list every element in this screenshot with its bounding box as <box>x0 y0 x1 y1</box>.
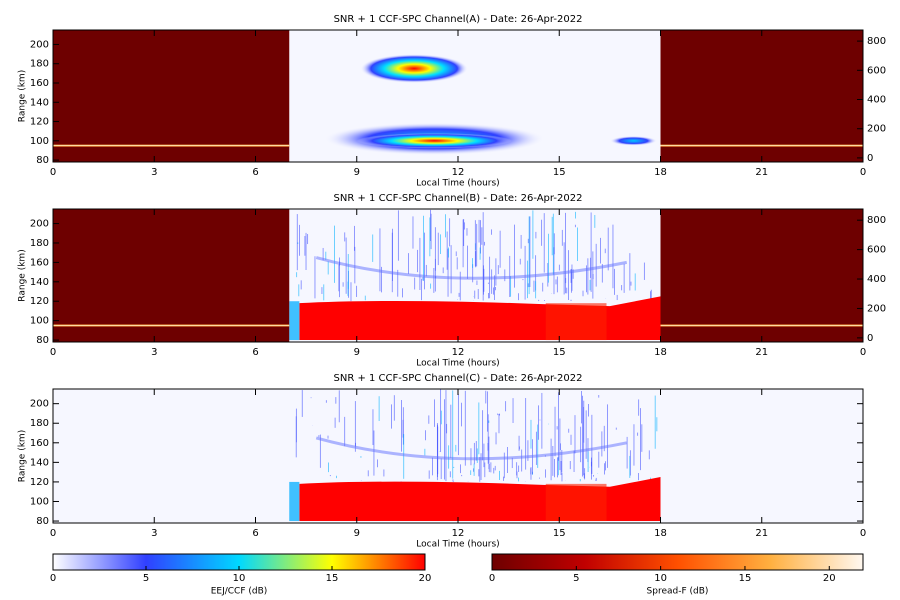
x-tick-label: 12 <box>452 167 465 178</box>
y2-tick-label: 400 <box>867 95 886 106</box>
x-tick-label: 6 <box>252 167 258 178</box>
x-tick-label: 0 <box>860 167 866 178</box>
y-tick-label: 80 <box>36 516 49 527</box>
colorbar-tick-label: 0 <box>50 573 56 584</box>
y2-tick-label: 800 <box>867 36 886 47</box>
x-tick-label: 12 <box>452 347 465 358</box>
colorbar-tick-label: 15 <box>326 573 339 584</box>
x-axis-label: Local Time (hours) <box>416 359 499 369</box>
echo <box>545 483 607 522</box>
y-tick-label: 140 <box>30 457 49 468</box>
colorbar-tick-label: 20 <box>823 573 836 584</box>
x-tick-label: 15 <box>553 528 566 539</box>
x-tick-label: 6 <box>252 347 258 358</box>
echo <box>315 256 628 280</box>
x-tick-label: 21 <box>755 347 768 358</box>
panel-title: SNR + 1 CCF-SPC Channel(A) - Date: 26-Ap… <box>334 14 583 25</box>
y-tick-label: 140 <box>30 277 49 288</box>
x-tick-label: 9 <box>354 528 360 539</box>
y-tick-label: 180 <box>30 418 49 429</box>
y-tick-label: 100 <box>30 316 49 327</box>
night <box>660 30 863 162</box>
y-tick-label: 100 <box>30 136 49 147</box>
colorbar-label: EEJ/CCF (dB) <box>211 587 268 597</box>
panel-title: SNR + 1 CCF-SPC Channel(C) - Date: 26-Ap… <box>333 373 582 384</box>
x-tick-label: 15 <box>553 347 566 358</box>
y-axis-label: Range (km) <box>18 249 28 301</box>
colorbar-tick-label: 10 <box>654 573 667 584</box>
colorbar-tick-label: 5 <box>143 573 149 584</box>
y-tick-label: 160 <box>30 78 49 89</box>
y-tick-label: 200 <box>30 39 49 50</box>
x-tick-label: 0 <box>860 347 866 358</box>
x-tick-label: 18 <box>654 347 667 358</box>
x-tick-label: 0 <box>50 528 56 539</box>
night <box>53 30 290 162</box>
colorbar-tick-label: 20 <box>419 573 432 584</box>
night <box>660 209 863 342</box>
y2-tick-label: 600 <box>867 65 886 76</box>
colorbar <box>491 553 864 571</box>
x-tick-label: 6 <box>252 528 258 539</box>
y-tick-label: 180 <box>30 238 49 249</box>
x-tick-label: 18 <box>654 528 667 539</box>
x-axis-label: Local Time (hours) <box>416 540 499 550</box>
echo <box>360 54 469 83</box>
colorbar-tick-label: 0 <box>489 573 495 584</box>
y-axis-label: Range (km) <box>18 70 28 122</box>
x-tick-label: 0 <box>860 528 866 539</box>
y-tick-label: 160 <box>30 438 49 449</box>
echo <box>609 135 658 146</box>
y-tick-label: 140 <box>30 97 49 108</box>
echo <box>289 481 300 522</box>
colorbar-label: Spread-F (dB) <box>647 587 709 597</box>
x-tick-label: 3 <box>151 347 157 358</box>
x-tick-label: 0 <box>50 167 56 178</box>
y2-tick-label: 600 <box>867 245 886 256</box>
y-tick-label: 120 <box>30 117 49 128</box>
x-tick-label: 12 <box>452 528 465 539</box>
echo <box>545 303 607 341</box>
echo <box>315 436 628 461</box>
y2-tick-label: 0 <box>867 153 873 164</box>
y-tick-label: 120 <box>30 477 49 488</box>
heatmap <box>53 389 863 523</box>
y-tick-label: 120 <box>30 296 49 307</box>
y-axis-label: Range (km) <box>18 430 28 482</box>
y2-tick-label: 800 <box>867 215 886 226</box>
y-tick-label: 100 <box>30 496 49 507</box>
y2-tick-label: 200 <box>867 124 886 135</box>
y2-tick-label: 0 <box>867 333 873 344</box>
x-tick-label: 9 <box>354 167 360 178</box>
panel-title: SNR + 1 CCF-SPC Channel(B) - Date: 26-Ap… <box>334 193 583 204</box>
y-tick-label: 160 <box>30 257 49 268</box>
x-tick-label: 18 <box>654 167 667 178</box>
x-tick-label: 3 <box>151 528 157 539</box>
x-tick-label: 9 <box>354 347 360 358</box>
y-tick-label: 180 <box>30 59 49 70</box>
heatmap <box>53 209 863 342</box>
y-tick-label: 200 <box>30 219 49 230</box>
colorbar-tick-label: 10 <box>233 573 246 584</box>
colorbar-tick-label: 15 <box>739 573 752 584</box>
x-tick-label: 0 <box>50 347 56 358</box>
y-tick-label: 200 <box>30 399 49 410</box>
x-tick-label: 21 <box>755 167 768 178</box>
colorbar-tick-label: 5 <box>573 573 579 584</box>
echo <box>289 301 300 341</box>
y-tick-label: 80 <box>36 155 49 166</box>
heatmap <box>53 30 863 162</box>
x-tick-label: 21 <box>755 528 768 539</box>
x-tick-label: 15 <box>553 167 566 178</box>
y2-tick-label: 200 <box>867 303 886 314</box>
y2-tick-label: 400 <box>867 274 886 285</box>
echo <box>356 133 512 149</box>
night <box>53 209 290 342</box>
y-tick-label: 80 <box>36 335 49 346</box>
x-tick-label: 3 <box>151 167 157 178</box>
x-axis-label: Local Time (hours) <box>416 179 499 189</box>
